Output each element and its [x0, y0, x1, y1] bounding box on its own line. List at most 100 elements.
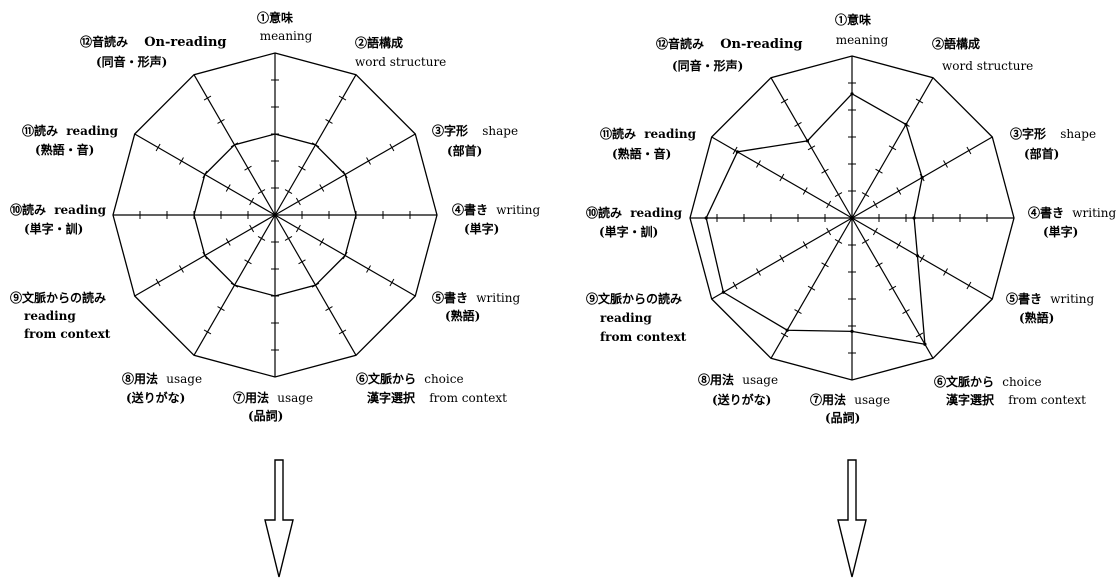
right-point-7 [850, 329, 854, 333]
left-label-3: ③字形 shape [432, 123, 518, 138]
left-tick-5-2 [319, 238, 325, 246]
right-tick-6-2 [875, 262, 883, 268]
right-tick-12-2 [821, 168, 829, 174]
right-label-12-sub: (同音・形声) [672, 58, 743, 73]
right-label-6: ⑥文脈から choice [934, 374, 1042, 389]
left-tick-3-1 [295, 197, 301, 206]
right-down-arrow [837, 459, 867, 578]
left-label-12: ⑫音読み On-reading [80, 34, 227, 50]
right-label-1-en: meaning [836, 33, 889, 47]
right-label-3: ③字形 shape [1010, 126, 1096, 141]
right-label-10-sub: (単字・訓) [599, 224, 658, 239]
right-label-7-sub: (品詞) [825, 410, 860, 425]
left-label-1-en: meaning [260, 29, 313, 43]
right-tick-12-3 [807, 145, 816, 151]
right-tick-6-5 [915, 332, 924, 338]
right-tick-8-3 [807, 285, 816, 291]
left-tick-5-3 [342, 251, 348, 260]
left-label-10: ⑩読み reading [10, 202, 107, 217]
left-tick-2-1 [284, 189, 293, 195]
left-tick-5-5 [389, 278, 395, 287]
right-tick-2-1 [861, 192, 870, 198]
left-label-4: ④書き writing [452, 202, 540, 217]
radar-chart-right: ①意味 meaning ②語構成 word structure ③字形 shap… [586, 12, 1116, 578]
right-label-9-sub-en: from context [600, 330, 687, 344]
right-label-1: ①意味 [835, 12, 871, 27]
left-tick-3-5 [389, 143, 395, 152]
left-label-2-en: word structure [355, 55, 446, 69]
right-tick-2-2 [875, 168, 883, 174]
left-tick-8-3 [230, 282, 239, 288]
right-tick-9-4 [756, 268, 761, 276]
right-tick-12-5 [780, 98, 789, 104]
left-label-4-sub: (単字) [464, 221, 499, 236]
left-tick-6-2 [298, 259, 306, 265]
right-label-5: ⑤書き writing [1006, 291, 1094, 306]
right-tick-8-5 [780, 332, 789, 338]
left-label-5: ⑤書き writing [432, 290, 520, 305]
right-label-8: ⑧用法 usage [698, 372, 778, 387]
right-point-10 [704, 216, 708, 220]
right-tick-8-4 [794, 309, 802, 314]
right-label-10: ⑩読み reading [586, 205, 683, 220]
right-tick-6-4 [902, 309, 910, 314]
right-point-3 [920, 175, 924, 180]
right-arrow-shape [837, 459, 867, 578]
left-label-12-sub: (同音・形声) [96, 54, 167, 69]
right-tick-5-2 [896, 241, 902, 249]
left-tick-9-3 [202, 251, 208, 260]
right-tick-5-5 [966, 281, 972, 290]
right-tick-8-1 [834, 238, 843, 244]
left-tick-5-1 [295, 224, 301, 233]
right-tick-8-2 [821, 262, 829, 268]
right-tick-12-4 [794, 122, 802, 127]
right-point-4 [912, 216, 916, 220]
right-label-9-en: reading [600, 311, 652, 325]
right-tick-9-5 [732, 281, 738, 290]
right-label-12: ⑫音読み On-reading [656, 36, 803, 52]
left-axis-labels: ①意味 meaning ②語構成 word structure ③字形 shap… [10, 10, 540, 423]
left-label-9: ⑨文脈からの読み [10, 290, 106, 305]
left-tick-5-4 [366, 265, 371, 273]
right-tick-6-1 [861, 238, 870, 244]
left-label-8-sub: (送りがな) [126, 390, 185, 405]
right-tick-11-5 [732, 146, 738, 155]
right-label-3-sub: (部首) [1024, 146, 1059, 161]
right-tick-2-3 [888, 145, 897, 151]
right-tick-9-1 [826, 227, 832, 236]
left-tick-11-3 [202, 170, 208, 179]
right-tick-3-5 [966, 146, 972, 155]
right-axis-labels: ①意味 meaning ②語構成 word structure ③字形 shap… [586, 12, 1116, 425]
left-tick-2-5 [338, 95, 347, 101]
left-tick-8-1 [257, 235, 266, 241]
right-label-4: ④書き writing [1028, 205, 1116, 220]
right-tick-9-2 [802, 241, 808, 249]
left-tick-2-2 [298, 165, 306, 171]
right-tick-11-1 [826, 200, 832, 209]
left-label-6: ⑥文脈から choice [356, 371, 464, 386]
left-label-3-sub: (部首) [447, 143, 482, 158]
left-tick-9-4 [179, 265, 184, 273]
right-label-2-en: word structure [942, 59, 1033, 73]
right-point-9 [721, 290, 725, 294]
left-tick-6-5 [338, 329, 347, 335]
left-tick-3-4 [366, 157, 371, 165]
left-tick-2-3 [311, 142, 320, 148]
left-tick-12-3 [230, 142, 239, 148]
left-tick-12-5 [203, 95, 212, 101]
right-label-2: ②語構成 [932, 36, 980, 51]
right-label-4-sub: (単字) [1043, 224, 1078, 239]
left-tick-11-5 [155, 143, 161, 152]
left-arrow-shape [264, 459, 294, 578]
left-tick-3-3 [342, 170, 348, 179]
right-point-8 [785, 328, 789, 332]
left-tick-12-2 [244, 165, 252, 171]
left-label-7-sub: (品詞) [248, 408, 283, 423]
right-label-11-sub: (熟語・音) [612, 146, 671, 161]
right-point-2 [904, 122, 908, 127]
left-tick-9-2 [225, 238, 231, 246]
right-point-1 [850, 92, 854, 96]
right-tick-6-3 [888, 285, 897, 291]
right-tick-3-4 [943, 160, 948, 168]
